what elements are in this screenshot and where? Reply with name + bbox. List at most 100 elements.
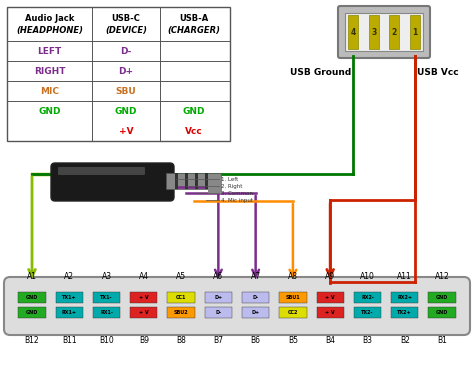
Text: 4. Mic input: 4. Mic input: [221, 197, 253, 203]
Text: A5: A5: [176, 272, 186, 281]
Bar: [410, 15, 420, 49]
Text: RX1-: RX1-: [100, 310, 113, 315]
Bar: [205, 307, 232, 318]
Text: SBU1: SBU1: [286, 295, 300, 300]
Bar: [205, 292, 232, 303]
Text: (CHARGER): (CHARGER): [167, 26, 220, 35]
Bar: [7, 7, 230, 141]
Text: A3: A3: [101, 272, 111, 281]
Text: B5: B5: [288, 336, 298, 345]
Bar: [279, 292, 307, 303]
Text: CC2: CC2: [288, 310, 298, 315]
Text: B8: B8: [176, 336, 186, 345]
Bar: [18, 307, 46, 318]
Bar: [348, 15, 358, 49]
Text: B1: B1: [437, 336, 447, 345]
Bar: [242, 307, 269, 318]
Text: 2. Right: 2. Right: [221, 184, 242, 188]
Text: A2: A2: [64, 272, 74, 281]
Text: 3: 3: [371, 27, 376, 36]
Bar: [391, 307, 419, 318]
Bar: [167, 307, 195, 318]
FancyBboxPatch shape: [208, 180, 222, 194]
Text: A8: A8: [288, 272, 298, 281]
Text: RX2-: RX2-: [361, 295, 374, 300]
Text: SBU2: SBU2: [174, 310, 188, 315]
Text: 1: 1: [412, 27, 418, 36]
FancyBboxPatch shape: [338, 6, 430, 58]
Bar: [317, 292, 344, 303]
Text: USB Vcc: USB Vcc: [417, 68, 459, 76]
Text: 4: 4: [350, 27, 356, 36]
Bar: [185, 173, 188, 189]
Text: RX1+: RX1+: [62, 310, 77, 315]
Text: LEFT: LEFT: [37, 46, 62, 56]
Text: TX2+: TX2+: [397, 310, 412, 315]
Text: + V: + V: [325, 295, 335, 300]
Text: GND: GND: [26, 295, 38, 300]
Bar: [93, 307, 120, 318]
Text: B11: B11: [62, 336, 77, 345]
Text: D+: D+: [214, 295, 222, 300]
Text: TX1-: TX1-: [100, 295, 113, 300]
Text: +V: +V: [118, 127, 133, 135]
Bar: [55, 307, 83, 318]
Text: Audio Jack: Audio Jack: [25, 13, 74, 23]
Bar: [354, 292, 381, 303]
Text: TX2-: TX2-: [361, 310, 374, 315]
Text: GND: GND: [436, 295, 448, 300]
Text: D+: D+: [118, 66, 134, 76]
Text: + V: + V: [139, 310, 149, 315]
Bar: [93, 292, 120, 303]
Text: A4: A4: [139, 272, 149, 281]
Text: A6: A6: [213, 272, 223, 281]
Bar: [205, 173, 208, 189]
Text: A12: A12: [435, 272, 449, 281]
Text: A9: A9: [325, 272, 335, 281]
Bar: [18, 292, 46, 303]
FancyBboxPatch shape: [51, 163, 174, 201]
Text: D+: D+: [252, 310, 260, 315]
Text: MIC: MIC: [40, 86, 59, 95]
Bar: [391, 292, 419, 303]
Text: + V: + V: [325, 310, 335, 315]
Bar: [242, 292, 269, 303]
Text: B2: B2: [400, 336, 410, 345]
Bar: [389, 15, 399, 49]
Text: B4: B4: [325, 336, 335, 345]
Bar: [55, 292, 83, 303]
Text: GND: GND: [38, 106, 61, 115]
Text: GND: GND: [115, 106, 137, 115]
Text: GND: GND: [26, 310, 38, 315]
Text: SBU: SBU: [116, 86, 137, 95]
Text: GND: GND: [183, 106, 205, 115]
Text: RX2+: RX2+: [397, 295, 412, 300]
Text: D-: D-: [253, 295, 259, 300]
Text: GND: GND: [436, 310, 448, 315]
Text: USB-C: USB-C: [111, 13, 140, 23]
Text: 1. Left: 1. Left: [221, 177, 238, 181]
Text: CC1: CC1: [176, 295, 186, 300]
Text: D-: D-: [120, 46, 132, 56]
Text: (HEADPHONE): (HEADPHONE): [16, 26, 83, 35]
Bar: [428, 292, 456, 303]
Text: TX1+: TX1+: [62, 295, 77, 300]
Bar: [130, 307, 157, 318]
Text: B9: B9: [139, 336, 149, 345]
Bar: [354, 307, 381, 318]
Bar: [279, 307, 307, 318]
Text: (DEVICE): (DEVICE): [105, 26, 147, 35]
Text: A1: A1: [27, 272, 37, 281]
Bar: [428, 307, 456, 318]
Text: B10: B10: [99, 336, 114, 345]
Text: B12: B12: [25, 336, 39, 345]
Bar: [166, 173, 221, 189]
Bar: [167, 292, 195, 303]
Bar: [195, 173, 198, 189]
Text: RIGHT: RIGHT: [34, 66, 65, 76]
Text: B3: B3: [363, 336, 373, 345]
Text: A7: A7: [251, 272, 261, 281]
Text: A10: A10: [360, 272, 375, 281]
Bar: [369, 15, 379, 49]
FancyBboxPatch shape: [4, 277, 470, 335]
